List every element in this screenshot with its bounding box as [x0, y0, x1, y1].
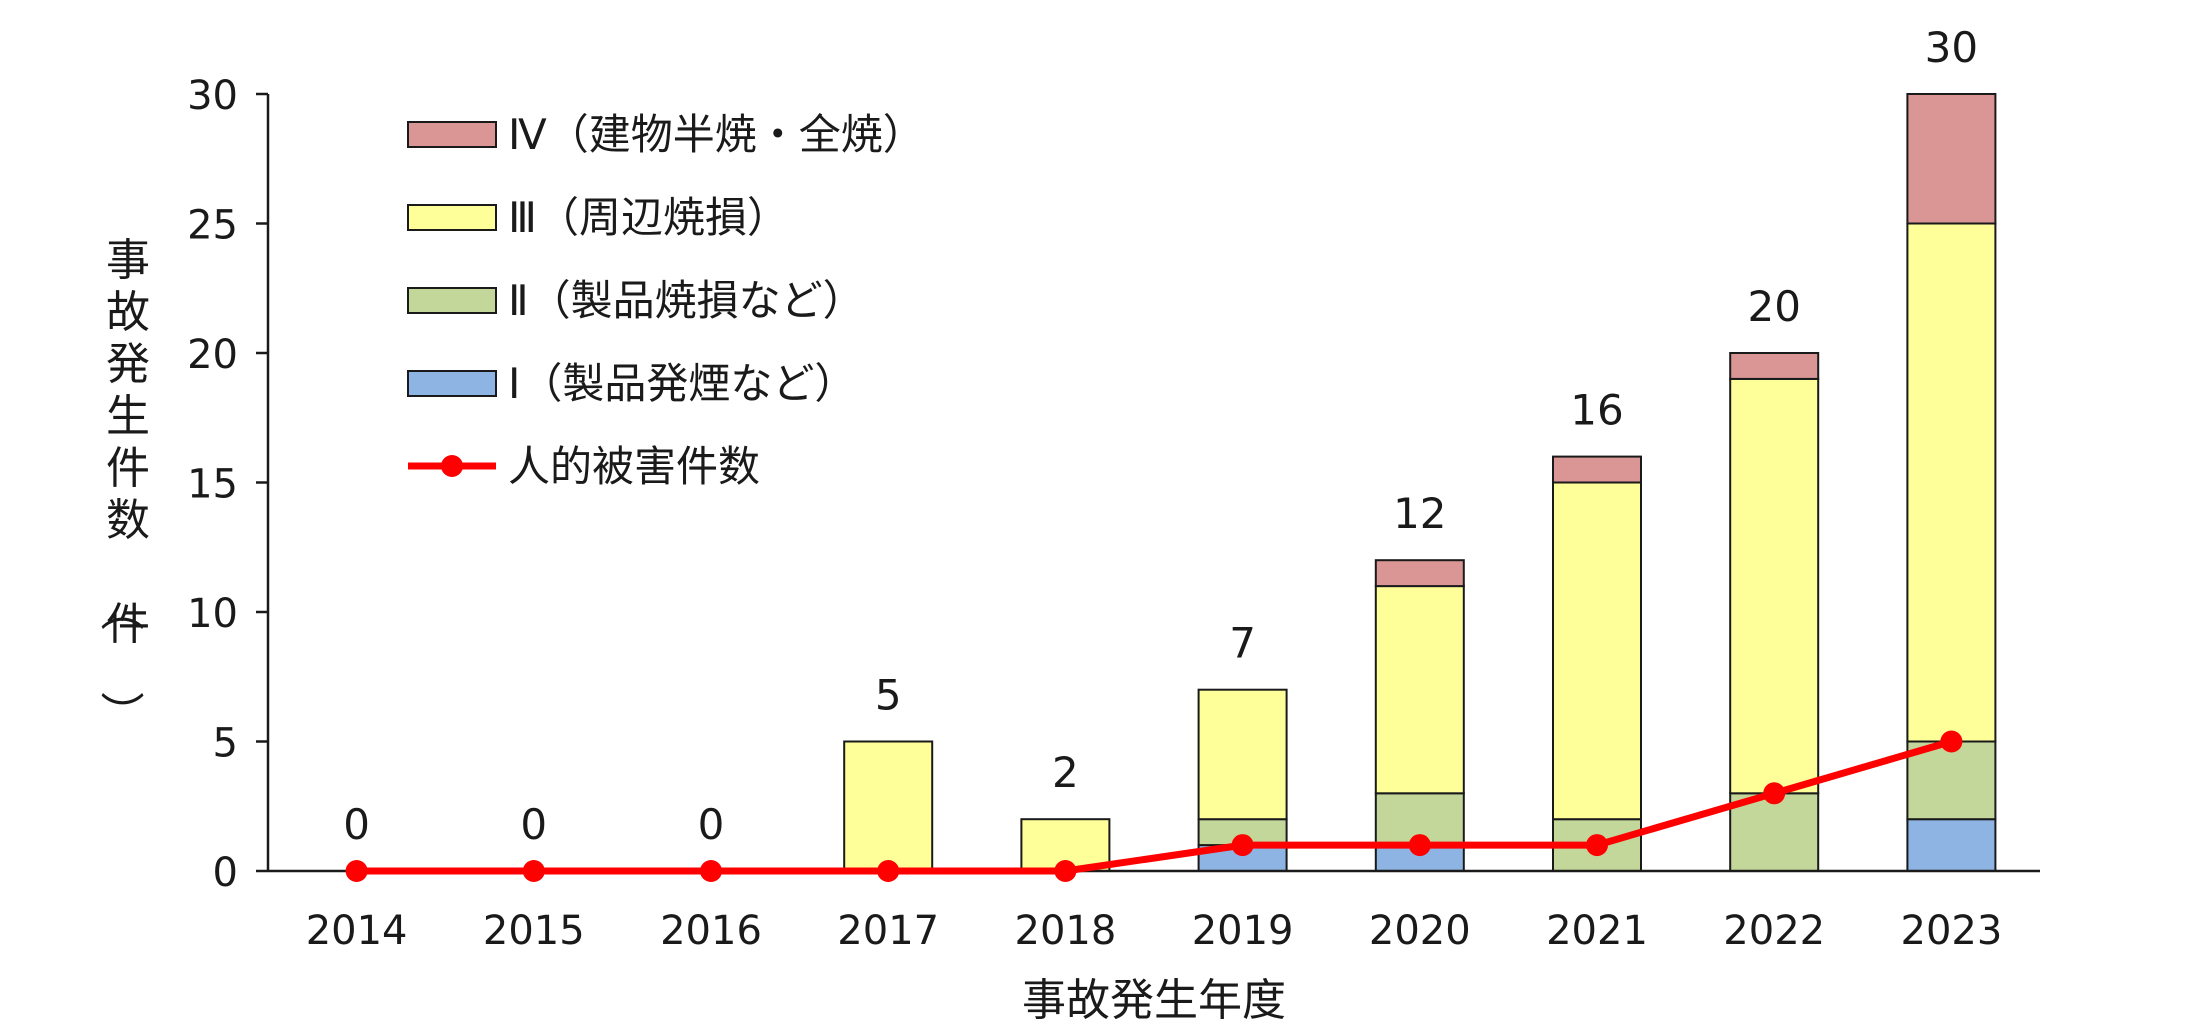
x-tick-label-2019: 2019: [1192, 908, 1294, 954]
bar-2020-series-3: [1374, 585, 1465, 795]
bar-2022-series-4: [1729, 352, 1820, 380]
x-tick-label-2014: 2014: [306, 908, 408, 954]
line-point-2016: [700, 860, 722, 882]
y-tick-label-20: 20: [187, 332, 238, 378]
bar-2017-series-3: [843, 740, 934, 872]
line-layer: [345, 730, 1963, 882]
bar-2023-series-2: [1906, 740, 1997, 821]
line-point-2023: [1940, 730, 1963, 753]
legend-swatch-series-2: [407, 287, 497, 314]
x-tick-label-2022: 2022: [1723, 908, 1825, 954]
line-point-2018: [1054, 860, 1077, 882]
legend-label-human-damage: 人的被害件数: [508, 442, 760, 491]
y-tick-label-0: 0: [213, 850, 238, 896]
legend-swatch-series-3: [407, 204, 497, 231]
total-label-2020: 12: [1393, 489, 1446, 538]
x-tick-label-2021: 2021: [1546, 908, 1648, 954]
total-label-2018: 2: [1052, 748, 1079, 797]
bar-2023-series-1: [1906, 818, 1997, 873]
total-label-2014: 0: [343, 800, 370, 849]
line-point-2014: [345, 860, 368, 882]
bars-layer: [843, 93, 1997, 873]
line-point-2017: [877, 860, 900, 882]
bar-2023-series-3: [1906, 222, 1997, 743]
bar-2019-series-3: [1197, 688, 1288, 821]
x-tick-label-2018: 2018: [1015, 908, 1117, 954]
total-label-2015: 0: [520, 800, 547, 849]
y-tick-label-15: 15: [187, 462, 238, 508]
y-axis-label: 事故発生件数（件）: [95, 235, 150, 735]
bar-2021-series-3: [1552, 481, 1642, 821]
x-axis-label: 事故発生年度: [1022, 975, 1286, 1026]
legend-label-series-3: Ⅲ（周辺焼損）: [508, 193, 789, 242]
bar-2020-series-1: [1374, 844, 1465, 872]
total-label-2019: 7: [1229, 619, 1256, 668]
legend-swatch-series-1: [407, 370, 497, 397]
x-tick-label-2020: 2020: [1369, 908, 1471, 954]
line-human-damage: [356, 738, 1953, 875]
line-point-2020: [1408, 834, 1431, 857]
total-label-2017: 5: [875, 671, 902, 720]
x-tick-label-2017: 2017: [837, 908, 939, 954]
y-tick-label-30: 30: [187, 73, 238, 119]
y-tick-label-5: 5: [213, 721, 238, 767]
total-label-2023: 30: [1925, 23, 1978, 72]
total-label-2021: 16: [1570, 386, 1623, 435]
bar-2020-series-4: [1374, 559, 1465, 588]
bar-2023-series-4: [1906, 93, 1997, 225]
legend-marker-human-damage: [441, 455, 463, 477]
line-point-2022: [1763, 782, 1786, 805]
bar-2022-series-3: [1729, 377, 1820, 795]
line-point-2015: [522, 860, 545, 882]
total-label-2016: 0: [698, 800, 725, 849]
x-tick-label-2023: 2023: [1901, 908, 2003, 954]
x-tick-label-2016: 2016: [660, 908, 762, 954]
line-point-2019: [1231, 834, 1254, 857]
y-tick-label-10: 10: [187, 591, 238, 637]
legend-label-series-2: Ⅱ（製品焼損など）: [508, 276, 865, 325]
x-tick-label-2015: 2015: [483, 908, 585, 954]
y-tick-label-25: 25: [187, 203, 238, 249]
line-point-2021: [1586, 834, 1608, 857]
labels-layer: 0 0 0 5 2 7 12 16 20 30: [343, 23, 1978, 849]
legend-swatch-series-4: [407, 121, 497, 148]
legend-label-series-4: Ⅳ（建物半焼・全焼）: [508, 110, 925, 159]
bar-2021-series-4: [1552, 455, 1642, 484]
legend-label-series-1: Ⅰ（製品発煙など）: [508, 359, 856, 408]
legend: Ⅳ（建物半焼・全焼） Ⅲ（周辺焼損） Ⅱ（製品焼損など） Ⅰ（製品発煙など） 人的被害件…: [407, 110, 925, 491]
total-label-2022: 20: [1747, 282, 1800, 331]
